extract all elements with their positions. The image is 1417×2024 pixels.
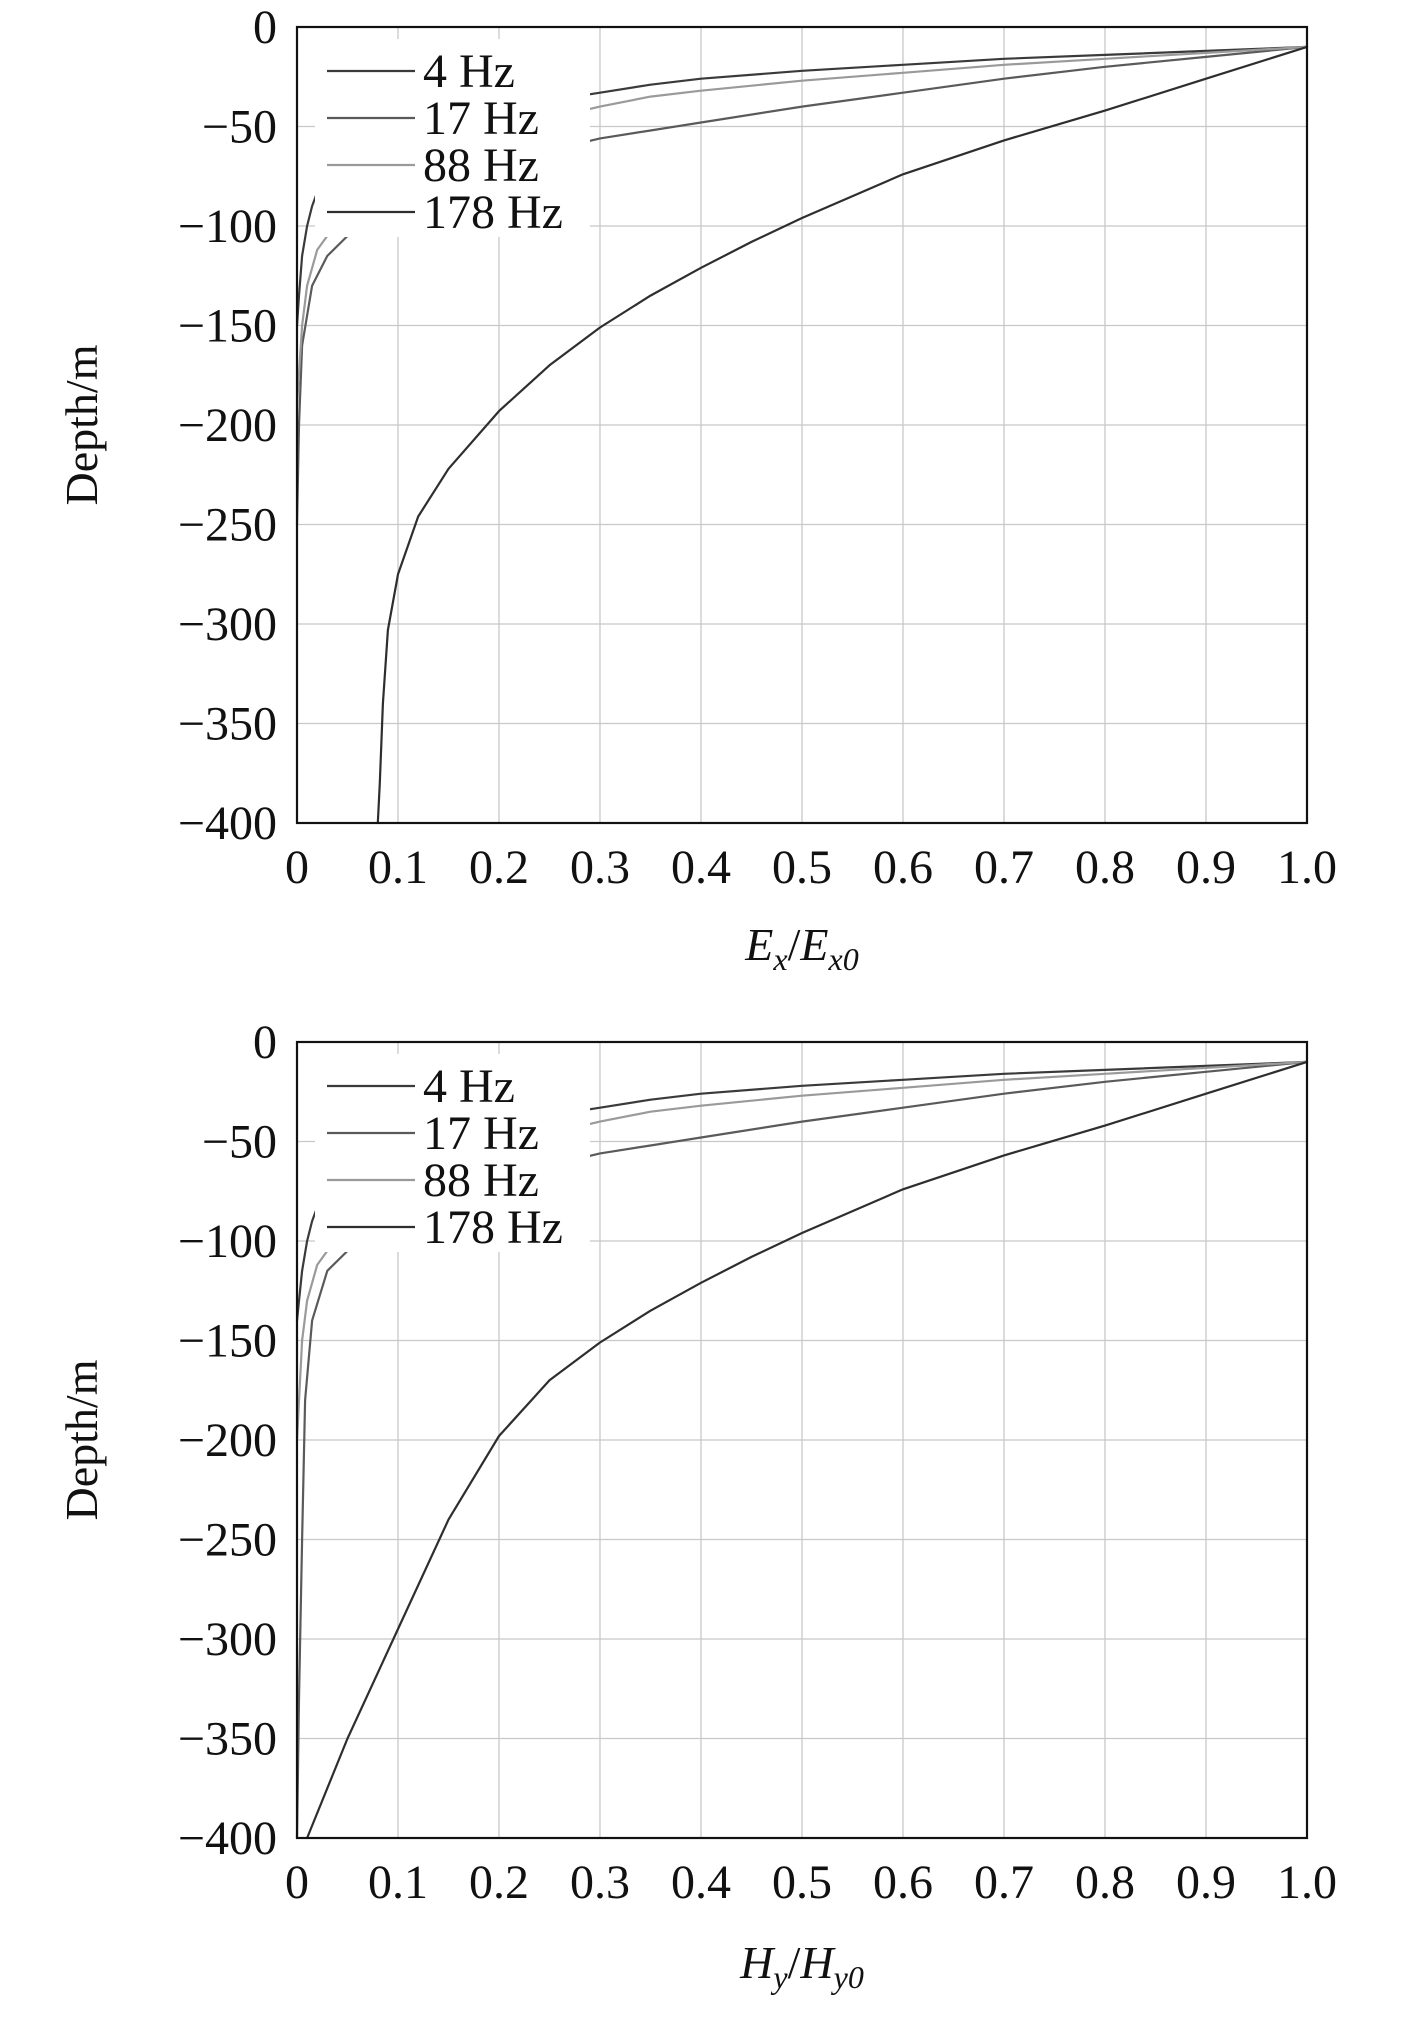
legend-label: 88 Hz [423,1154,539,1207]
y-tick-label: −400 [178,797,277,850]
y-tick-label: −300 [178,1613,277,1666]
x-tick-label: 0.2 [469,841,529,894]
plot-frame [295,25,1309,825]
plot-frame [295,1040,1309,1840]
x-axis-label: Ex/Ex0 [744,919,858,977]
legend-label: 88 Hz [423,139,539,192]
x-tick-label: 0.6 [873,1856,933,1909]
y-tick-label: −400 [178,1812,277,1865]
y-tick-label: −200 [178,399,277,452]
grid [297,1042,1307,1838]
legend-label: 4 Hz [423,45,515,98]
tick-labels: 0 0.1 0.2 0.3 0.4 0.5 0.6 0.7 0.8 0.9 1.0 0 −50 −100 −… [178,1016,1337,1909]
legend-label: 178 Hz [423,186,563,239]
x-tick-label: 0.9 [1176,1856,1236,1909]
x-tick-label: 0.8 [1075,1856,1135,1909]
y-tick-label: 0 [253,1016,277,1069]
x-tick-label: 0.2 [469,1856,529,1909]
x-tick-label: 1.0 [1277,841,1337,894]
x-tick-label: 0.7 [974,1856,1034,1909]
x-tick-label: 0.1 [368,841,428,894]
x-tick-label: 0.4 [671,841,731,894]
series-line-178-hz [376,45,1309,825]
y-tick-label: −150 [178,300,277,353]
x-tick-label: 1.0 [1277,1856,1337,1909]
y-tick-label: −350 [178,1713,277,1766]
x-tick-label: 0 [285,1856,309,1909]
x-tick-label: 0.3 [570,841,630,894]
x-tick-label: 0.1 [368,1856,428,1909]
legend-label: 17 Hz [423,92,539,145]
y-axis-label: Depth/m [56,1359,107,1520]
y-tick-label: −350 [178,698,277,751]
legend-label: 4 Hz [423,1060,515,1113]
x-tick-label: 0.4 [671,1856,731,1909]
y-tick-label: 0 [253,1,277,54]
x-tick-label: 0 [285,841,309,894]
x-tick-label: 0.6 [873,841,933,894]
x-tick-label: 0.9 [1176,841,1236,894]
tick-labels: 0 0.1 0.2 0.3 0.4 0.5 0.6 0.7 0.8 0.9 1.0 0 −50 −100 −… [178,1,1337,894]
y-tick-label: −50 [202,1116,277,1169]
y-tick-label: −300 [178,598,277,651]
y-tick-label: −100 [178,1215,277,1268]
y-axis-label: Depth/m [56,344,107,505]
y-tick-label: −100 [178,200,277,253]
x-tick-label: 0.5 [772,841,832,894]
series-line-178-hz [306,1060,1309,1840]
x-axis-label: Hy/Hy0 [739,1937,864,1995]
x-tick-label: 0.8 [1075,841,1135,894]
y-tick-label: −250 [178,499,277,552]
x-tick-label: 0.3 [570,1856,630,1909]
y-tick-label: −150 [178,1315,277,1368]
x-tick-label: 0.5 [772,1856,832,1909]
legend-label: 178 Hz [423,1201,563,1254]
y-tick-label: −200 [178,1414,277,1467]
y-tick-label: −250 [178,1514,277,1567]
y-tick-label: −50 [202,101,277,154]
x-tick-label: 0.7 [974,841,1034,894]
legend-label: 17 Hz [423,1107,539,1160]
